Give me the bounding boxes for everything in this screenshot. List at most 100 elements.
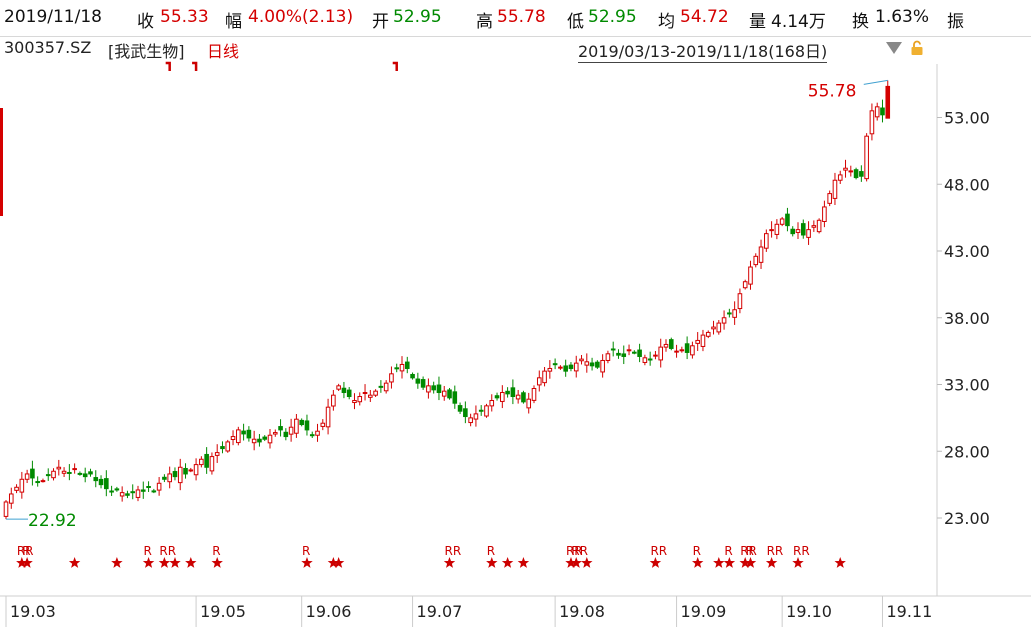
candle (262, 435, 268, 442)
marker-tag: R (22, 544, 30, 558)
event-marker[interactable]: RR (739, 544, 757, 568)
candle (3, 499, 9, 520)
event-marker[interactable]: R (692, 544, 704, 568)
candle-body (478, 409, 484, 412)
star-icon (744, 557, 757, 568)
star-icon (649, 557, 662, 568)
candle-body (426, 385, 431, 393)
lock-icon[interactable] (910, 40, 924, 56)
candle-body (431, 385, 436, 391)
star-icon (211, 557, 223, 568)
candle (589, 357, 595, 371)
event-marker[interactable] (68, 557, 81, 568)
event-marker[interactable] (327, 557, 340, 568)
change-value: 4.00%(2.13) (248, 7, 354, 27)
candle (272, 429, 278, 437)
candle (447, 387, 452, 400)
star-icon (301, 557, 313, 568)
candle-body (236, 429, 241, 444)
star-icon (443, 557, 456, 568)
candle-body (61, 470, 67, 474)
x-tick-label: 19.09 (681, 602, 727, 621)
candle (30, 460, 35, 486)
event-marker[interactable]: R (301, 544, 313, 568)
candle-body (304, 420, 310, 431)
event-marker[interactable] (332, 557, 345, 568)
candle (463, 401, 468, 424)
flag-marker[interactable] (392, 61, 398, 71)
event-marker[interactable]: RR (443, 544, 461, 568)
event-marker[interactable]: RR (649, 544, 667, 568)
candle (637, 343, 642, 363)
candle-body (230, 436, 236, 441)
candle-body (40, 480, 46, 483)
candle-body (151, 490, 157, 493)
candle (394, 363, 400, 373)
event-marker[interactable]: R (142, 544, 155, 568)
event-marker[interactable] (581, 557, 593, 568)
event-marker[interactable] (713, 557, 725, 568)
candle (547, 360, 553, 379)
candle (769, 221, 774, 238)
event-marker[interactable]: R (723, 544, 736, 568)
date-range[interactable]: 2019/03/13-2019/11/18(168日) (578, 38, 828, 63)
stock-name[interactable]: [我武生物] (108, 42, 185, 61)
event-marker[interactable]: RR (570, 544, 588, 568)
flag-marker[interactable] (165, 61, 171, 71)
candle (721, 310, 727, 330)
candle-body (51, 470, 56, 479)
candle-body (785, 213, 790, 227)
candle (336, 383, 341, 391)
event-marker[interactable]: RR (16, 544, 34, 568)
candle-body (352, 400, 357, 404)
candle-body (515, 394, 521, 400)
candle-body (695, 339, 700, 344)
candle (779, 216, 785, 227)
turnover-value: 1.63% (875, 7, 930, 27)
candle-body (67, 471, 72, 474)
candle (331, 389, 336, 411)
event-marker[interactable] (501, 557, 514, 568)
candle-body (177, 466, 183, 484)
candle (774, 219, 780, 240)
event-marker[interactable] (517, 557, 530, 568)
candle (700, 329, 706, 352)
candle (489, 394, 495, 412)
period-selector[interactable]: 日线 (207, 42, 240, 61)
candle-body (410, 373, 415, 379)
dropdown-arrow-icon[interactable] (886, 42, 902, 54)
star-icon (517, 557, 530, 568)
candle-body (621, 353, 627, 357)
open-value: 52.95 (393, 7, 442, 27)
candle (573, 355, 579, 378)
event-marker[interactable]: RR (765, 544, 783, 568)
event-marker[interactable] (834, 557, 846, 568)
event-marker[interactable]: R (211, 544, 223, 568)
event-marker[interactable] (169, 557, 181, 568)
candle-body (130, 491, 136, 494)
quote-date: 2019/11/18 (4, 7, 102, 27)
candle (632, 350, 637, 355)
event-marker[interactable]: RR (792, 544, 810, 568)
candle-body (616, 352, 621, 356)
event-marker[interactable]: R (486, 544, 498, 568)
candle (304, 414, 310, 436)
event-marker[interactable]: RR (565, 544, 583, 568)
event-marker[interactable] (111, 557, 123, 568)
event-marker[interactable]: R (744, 544, 757, 568)
flag-marker[interactable] (192, 61, 198, 71)
turnover-label: 换 (852, 12, 869, 32)
event-marker[interactable]: RR (158, 544, 176, 568)
candle-body (93, 477, 99, 482)
event-marker[interactable]: R (21, 544, 33, 568)
candle-body (806, 229, 811, 238)
candle (146, 481, 151, 492)
star-icon (16, 557, 28, 568)
candle-body (357, 396, 363, 403)
candle-body (510, 387, 516, 398)
candle (885, 80, 891, 119)
event-marker[interactable] (185, 557, 197, 568)
candle (473, 405, 479, 427)
candle-body (82, 473, 88, 478)
